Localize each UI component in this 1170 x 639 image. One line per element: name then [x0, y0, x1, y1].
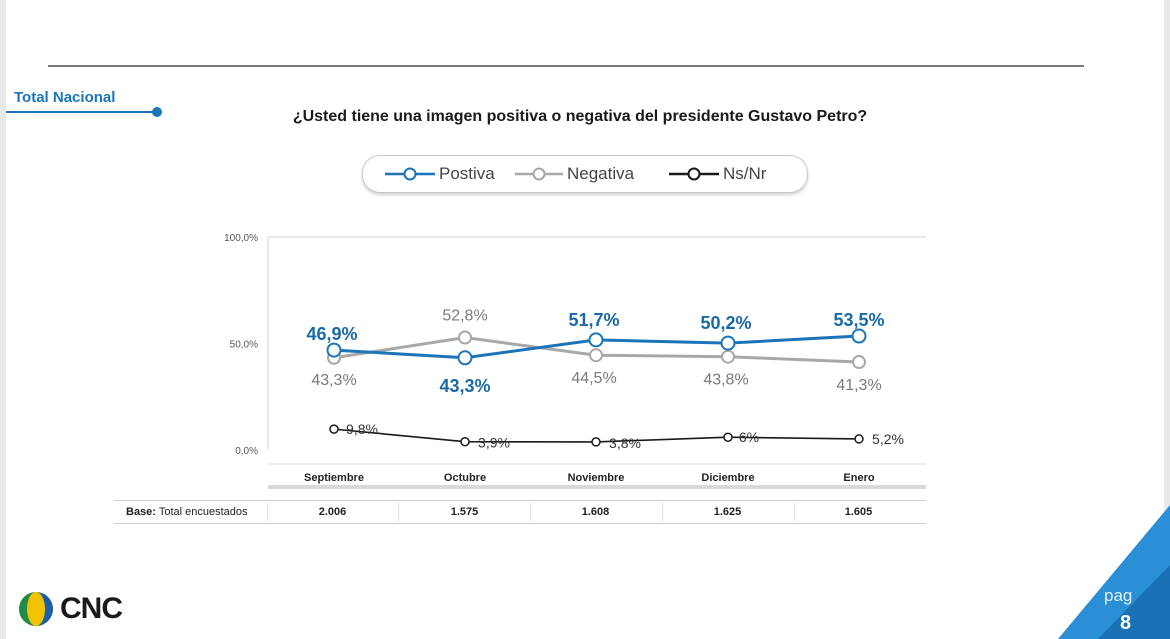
base-value: 1.575: [450, 506, 479, 518]
x-tick-label: Octubre: [444, 472, 486, 484]
data-label: 43,8%: [703, 372, 748, 389]
x-tick-label: Noviembre: [568, 472, 625, 484]
y-tick-label: 100,0%: [224, 233, 258, 244]
section-label: Total Nacional: [14, 89, 116, 106]
cnc-logo-icon: [19, 592, 53, 626]
category-band-bottom: [268, 485, 926, 489]
base-separator: [794, 503, 795, 521]
legend-item-nsnr: Ns/Nr: [669, 156, 766, 192]
legend-item-negativa: Negativa: [515, 156, 634, 192]
data-label: 50,2%: [700, 313, 751, 333]
section-dot: [152, 107, 162, 117]
data-point-marker: [721, 349, 735, 364]
base-separator: [267, 503, 268, 521]
legend-label-negativa: Negativa: [567, 164, 635, 183]
data-label: 3,8%: [609, 435, 641, 451]
cnc-logo-text: CNC: [60, 592, 123, 625]
data-label: 6%: [739, 429, 759, 445]
slide: Total Nacional: [6, 0, 1164, 639]
base-label-bold: Base:: [126, 506, 156, 518]
page-label: pag: [1104, 586, 1133, 605]
data-point-marker: [723, 432, 733, 442]
data-label: 41,3%: [836, 377, 881, 394]
base-label: Base: Total encuestados: [126, 506, 248, 518]
legend-label-nsnr: Ns/Nr: [723, 164, 767, 183]
data-point-marker: [458, 330, 472, 345]
base-label-rest: Total encuestados: [155, 506, 248, 518]
chart-question: ¿Usted tiene una imagen positiva o negat…: [292, 108, 868, 125]
y-tick-label: 0,0%: [235, 446, 258, 457]
data-label: 53,5%: [833, 310, 884, 330]
data-point-marker: [854, 434, 864, 444]
base-value: 2.006: [318, 506, 347, 518]
data-point-marker: [326, 342, 342, 358]
data-label: 9,8%: [346, 421, 378, 437]
data-point-marker: [457, 350, 473, 366]
x-tick-label: Diciembre: [701, 472, 754, 484]
x-tick-label: Enero: [843, 472, 874, 484]
data-point-marker: [852, 355, 866, 370]
data-label: 52,8%: [442, 308, 487, 325]
base-value: 1.605: [844, 506, 873, 518]
top-divider: [48, 65, 1084, 67]
legend-marker-positiva: [385, 167, 435, 181]
base-value: 1.625: [713, 506, 742, 518]
data-label: 44,5%: [571, 370, 616, 387]
data-point-marker: [720, 335, 736, 351]
data-label: 46,9%: [306, 324, 357, 344]
data-point-marker: [588, 332, 604, 348]
data-point-marker: [329, 424, 339, 434]
legend-item-positiva: Postiva: [385, 156, 495, 192]
data-label: 5,2%: [872, 431, 904, 447]
x-tick-label: Septiembre: [304, 472, 364, 484]
data-point-marker: [591, 437, 601, 447]
cnc-logo: CNC: [18, 591, 123, 627]
base-separator: [662, 503, 663, 521]
base-value: 1.608: [581, 506, 610, 518]
data-point-marker: [460, 436, 470, 447]
base-separator: [530, 503, 531, 521]
data-point-marker: [851, 328, 867, 344]
page-number: 8: [1120, 612, 1132, 634]
data-label: 43,3%: [311, 372, 356, 389]
legend-marker-nsnr: [669, 167, 719, 181]
base-separator: [398, 503, 399, 521]
data-label: 43,3%: [439, 376, 490, 396]
legend-marker-negativa: [515, 167, 563, 181]
section-underline: [6, 111, 156, 113]
base-row: Base: Total encuestados 2.006 1.575 1.60…: [114, 500, 926, 524]
data-label: 51,7%: [568, 310, 619, 330]
y-tick-label: 50,0%: [230, 340, 258, 351]
data-label: 3,9%: [478, 435, 510, 451]
chart-legend: Postiva Negativa Ns/Nr: [362, 155, 808, 193]
legend-label-positiva: Postiva: [439, 164, 495, 183]
corner-decoration: [1058, 505, 1170, 639]
data-point-marker: [589, 348, 603, 363]
